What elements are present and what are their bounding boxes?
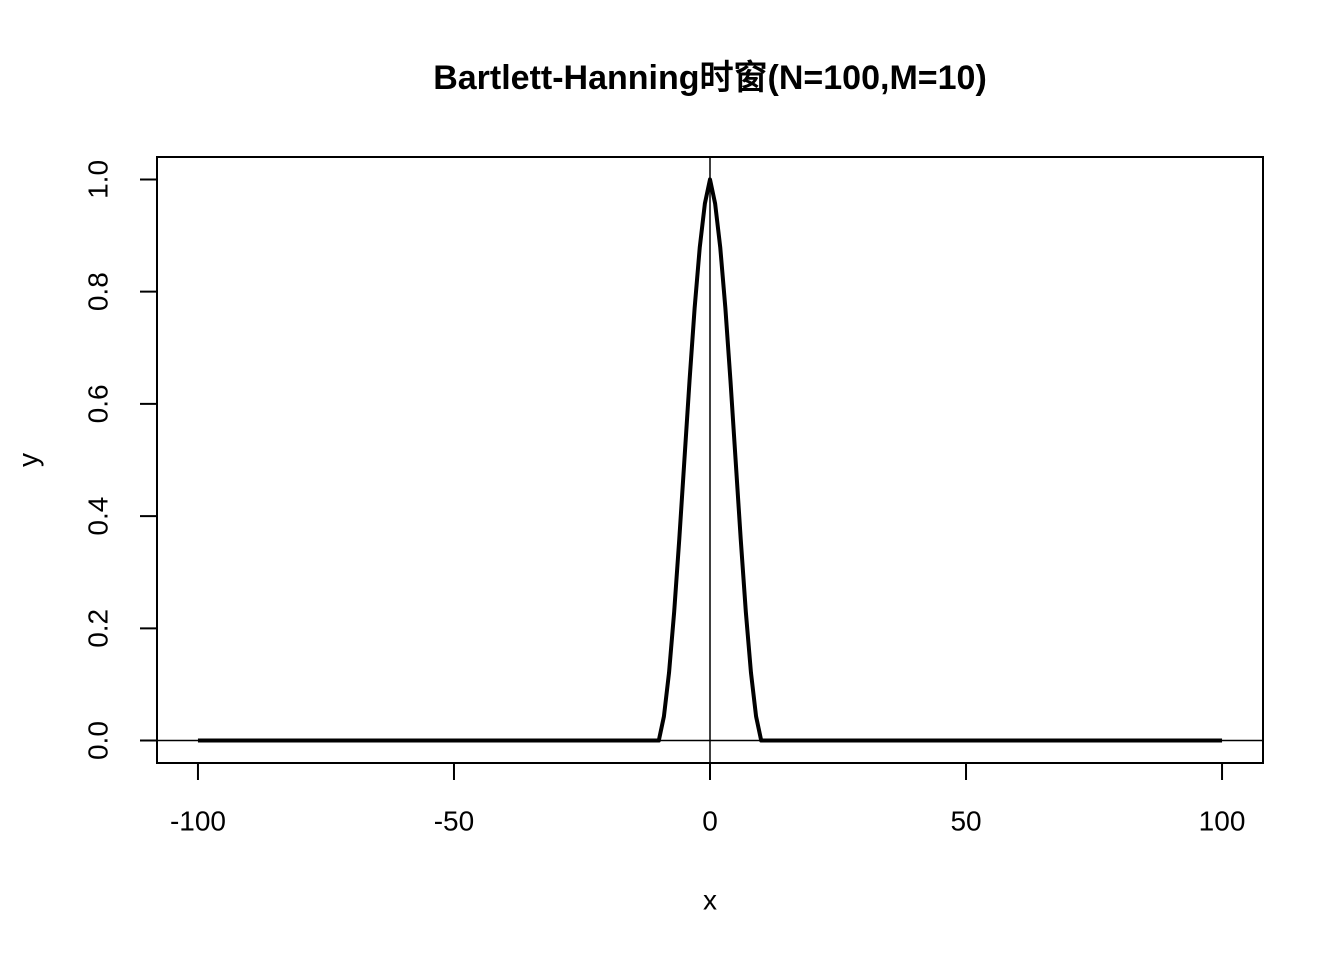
y-axis-label: y [12, 453, 43, 467]
data-line [197, 177, 1223, 743]
y-tick-label: 0.8 [82, 272, 113, 311]
x-axis-label: x [703, 884, 717, 915]
x-tick-label: -50 [434, 805, 474, 836]
y-tick-label: 0.6 [82, 384, 113, 423]
x-tick-label: 50 [950, 805, 981, 836]
chart-title: Bartlett-Hanning时窗(N=100,M=10) [433, 59, 987, 97]
x-tick-label: -100 [170, 805, 226, 836]
x-tick-label: 100 [1199, 805, 1246, 836]
x-tick-label: 0 [702, 805, 718, 836]
y-tick-label: 0.4 [82, 497, 113, 536]
y-tick-label: 0.2 [82, 609, 113, 648]
y-tick-label: 0.0 [82, 721, 113, 760]
y-tick-label: 1.0 [82, 160, 113, 199]
